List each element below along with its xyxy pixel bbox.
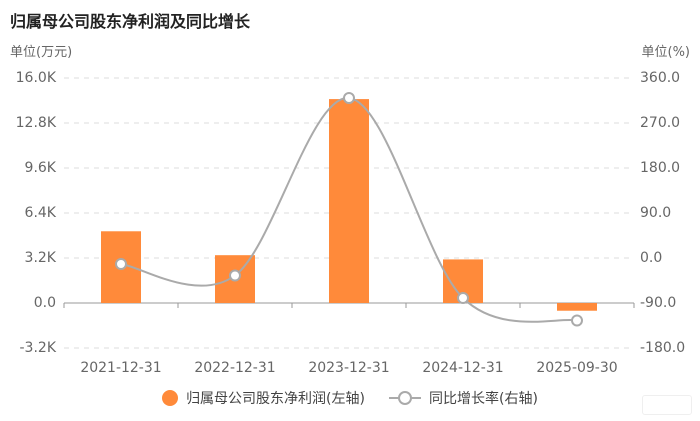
legend-item-profit[interactable]: 归属母公司股东净利润(左轴) [162,388,365,408]
x-tick-label: 2024-12-31 [422,360,503,376]
chart-title: 归属母公司股东净利润及同比增长 [10,12,251,31]
growth-point [115,258,127,270]
y-right-tick-label: -90.0 [640,295,676,311]
bar [557,303,597,311]
y-left-tick-label: 12.8K [16,115,57,131]
y-left-tick-label: 6.4K [25,205,57,221]
growth-point [457,292,469,304]
right-axis-unit: 单位(%) [641,45,691,60]
y-left-tick-label: 16.0K [16,70,57,86]
y-left-tick-label: 3.2K [25,250,57,266]
y-right-tick-label: 90.0 [640,205,671,221]
legend-line-swatch-icon [389,390,421,406]
y-right-tick-label: 180.0 [640,160,680,176]
x-tick-label: 2023-12-31 [308,360,389,376]
legend-profit-label: 归属母公司股东净利润(左轴) [186,391,365,407]
x-tick-label: 2022-12-31 [194,360,275,376]
x-tick-label: 2021-12-31 [80,360,161,376]
y-right-tick-label: -180.0 [640,340,685,356]
legend-item-growth[interactable]: 同比增长率(右轴) [389,388,538,408]
y-left-tick-label: -3.2K [20,340,57,356]
left-axis-unit: 单位(万元) [10,45,73,60]
bar [329,99,369,303]
growth-point [229,269,241,282]
legend-bar-swatch-icon [162,390,179,406]
watermark-logo-icon [642,395,692,415]
chart-legend: 归属母公司股东净利润(左轴) 同比增长率(右轴) [0,388,700,408]
y-left-tick-label: 9.6K [25,160,57,176]
x-tick-label: 2025-09-30 [536,360,617,376]
growth-point [343,92,355,104]
growth-point [571,314,583,327]
legend-growth-label: 同比增长率(右轴) [429,391,538,407]
y-right-tick-label: 360.0 [640,70,680,86]
y-right-tick-label: 0.0 [640,250,662,266]
y-right-tick-label: 270.0 [640,115,680,131]
y-left-tick-label: 0.0 [34,295,56,311]
